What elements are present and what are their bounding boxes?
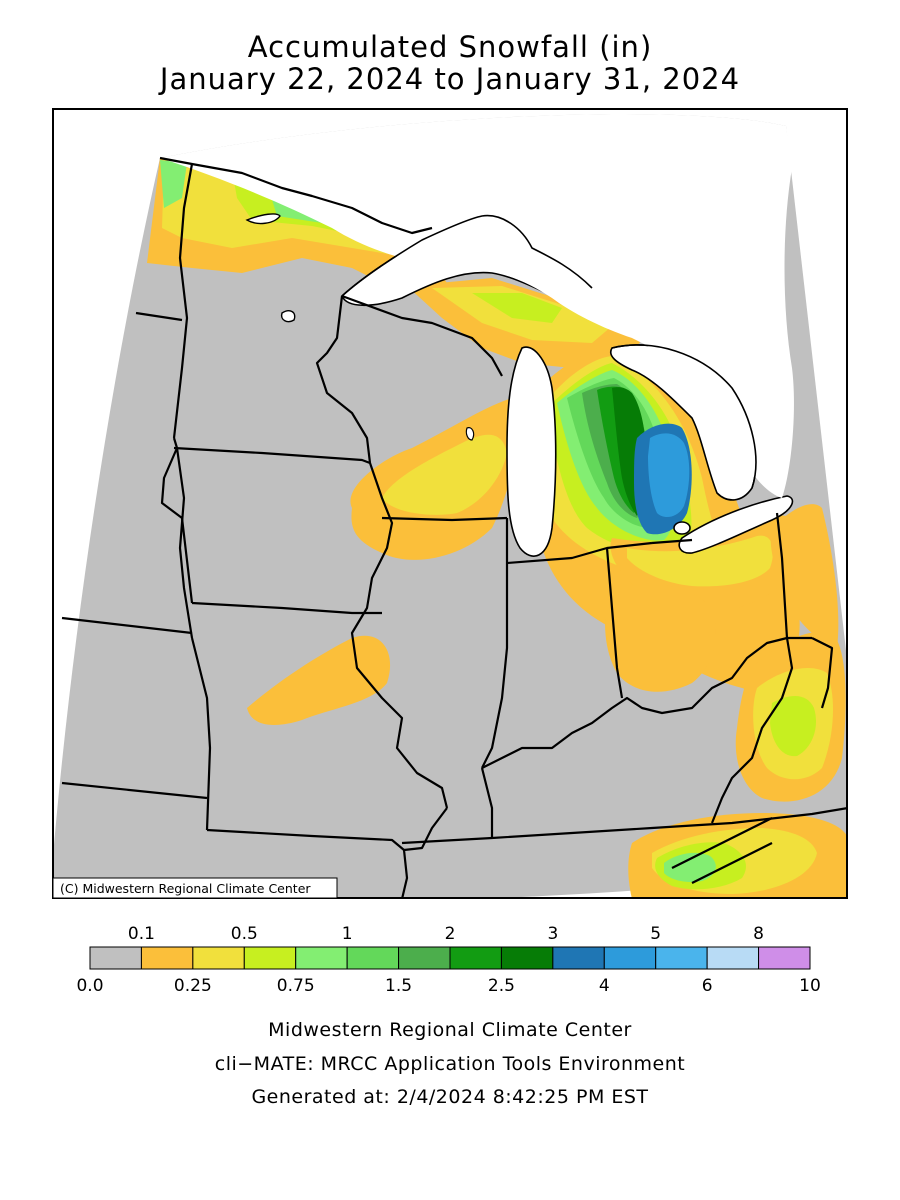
- legend-lower-label: 0.0: [76, 976, 103, 996]
- legend-upper-label: 5: [650, 924, 661, 944]
- legend-swatch: [295, 946, 348, 970]
- legend-lower-label: 2.5: [488, 976, 515, 996]
- state-borders: [61, 156, 848, 899]
- legend-swatch: [655, 946, 708, 970]
- snowfall-map: (C) Midwestern Regional Climate Center: [52, 108, 848, 899]
- legend-swatch: [603, 946, 657, 970]
- legend-swatch: [758, 946, 811, 970]
- legend-upper-label: 0.5: [231, 924, 258, 944]
- legend-swatch: [346, 946, 400, 970]
- legend-swatch: [500, 946, 554, 970]
- legend-swatch: [552, 946, 605, 970]
- legend-upper-label: 2: [445, 924, 456, 944]
- copyright-text: (C) Midwestern Regional Climate Center: [60, 881, 311, 896]
- map-date-range: January 22, 2024 to January 31, 2024: [159, 62, 741, 96]
- canada-white-area: [160, 114, 794, 498]
- map-frame: [52, 108, 848, 899]
- legend-upper-label: 8: [753, 924, 764, 944]
- footer-generated-time: Generated at: 2/4/2024 8:42:25 PM EST: [251, 1086, 649, 1108]
- snowfall-shading: [147, 158, 848, 899]
- legend-lower-label: 0.25: [174, 976, 212, 996]
- legend-swatch: [192, 946, 245, 970]
- legend-lower-label: 10: [799, 976, 821, 996]
- legend-swatch: [89, 946, 142, 970]
- legend-swatch: [706, 946, 760, 970]
- map-title: Accumulated Snowfall (in): [247, 30, 653, 64]
- legend-swatch: [140, 946, 194, 970]
- footer-tool-name: cli−MATE: MRCC Application Tools Environ…: [214, 1053, 686, 1075]
- legend-upper-label: 0.1: [128, 924, 155, 944]
- legend-upper-label: 3: [547, 924, 558, 944]
- legend-lower-labels: 0.0 0.25 0.75 1.5 2.5 4 6 10: [76, 976, 820, 996]
- legend-lower-label: 0.75: [277, 976, 315, 996]
- legend-color-bar: [89, 946, 811, 970]
- copyright-label-box: (C) Midwestern Regional Climate Center: [52, 877, 338, 899]
- legend-lower-label: 4: [599, 976, 610, 996]
- legend-swatch: [398, 946, 451, 970]
- legend-swatch: [243, 946, 297, 970]
- legend-lower-label: 6: [702, 976, 713, 996]
- legend-swatch: [449, 946, 502, 970]
- legend-lower-label: 1.5: [385, 976, 412, 996]
- legend-upper-label: 1: [342, 924, 353, 944]
- legend-upper-labels: 0.1 0.5 1 2 3 5 8: [128, 924, 764, 944]
- footer-organization: Midwestern Regional Climate Center: [268, 1019, 632, 1041]
